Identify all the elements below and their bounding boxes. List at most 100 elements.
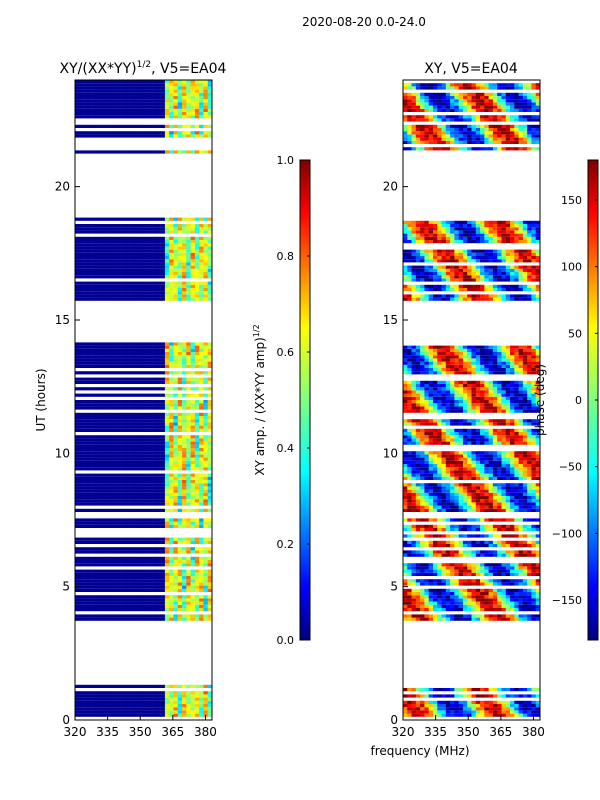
amplitude-heatmap-cell — [152, 694, 157, 698]
phase-heatmap-cell — [501, 704, 507, 708]
amplitude-heatmap-cell — [143, 483, 149, 487]
amplitude-heatmap-cell — [156, 499, 161, 503]
amplitude-heatmap-cell — [160, 102, 166, 106]
amplitude-heatmap-cell — [139, 617, 144, 621]
amplitude-heatmap-cell — [186, 361, 191, 365]
amplitude-heatmap-cell — [79, 508, 84, 512]
phase-heatmap-cell — [441, 544, 447, 548]
amplitude-heatmap-cell — [147, 707, 153, 711]
amplitude-heatmap-cell — [143, 486, 149, 490]
amplitude-heatmap-cell — [104, 582, 110, 586]
amplitude-heatmap-cell — [152, 387, 157, 391]
amplitude-heatmap-cell — [96, 291, 101, 295]
amplitude-heatmap-cell — [190, 284, 196, 288]
amplitude-heatmap-cell — [75, 492, 80, 496]
amplitude-heatmap-cell — [186, 598, 191, 602]
amplitude-heatmap-cell — [194, 691, 200, 695]
amplitude-heatmap-cell — [190, 246, 196, 250]
amplitude-heatmap-cell — [152, 601, 157, 605]
amplitude-heatmap-cell — [117, 582, 123, 586]
amplitude-heatmap-cell — [96, 99, 101, 103]
amplitude-heatmap-cell — [117, 249, 123, 253]
phase-heatmap-cell — [458, 566, 464, 570]
phase-heatmap-cell — [462, 588, 468, 592]
phase-heatmap-cell — [518, 688, 524, 692]
amplitude-heatmap-cell — [134, 217, 140, 221]
phase-heatmap-row — [403, 598, 541, 602]
amplitude-heatmap-cell — [160, 380, 166, 384]
amplitude-heatmap-cell — [92, 83, 97, 87]
amplitude-heatmap-row — [75, 99, 213, 103]
amplitude-heatmap-cell — [100, 134, 106, 138]
phase-heatmap-cell — [475, 505, 481, 509]
phase-heatmap-cell — [522, 553, 528, 557]
amplitude-heatmap-cell — [92, 416, 97, 420]
phase-heatmap-cell — [492, 582, 498, 586]
amplitude-heatmap-cell — [164, 684, 170, 688]
amplitude-heatmap-cell — [207, 352, 213, 356]
amplitude-heatmap-cell — [109, 499, 114, 503]
amplitude-heatmap-cell — [207, 572, 213, 576]
amplitude-heatmap-cell — [199, 422, 204, 426]
phase-heatmap-cell — [497, 563, 502, 567]
phase-heatmap-cell — [514, 544, 519, 548]
amplitude-heatmap-cell — [117, 361, 123, 365]
amplitude-heatmap-cell — [100, 361, 106, 365]
amplitude-heatmap-cell — [194, 425, 200, 429]
amplitude-heatmap-cell — [92, 601, 97, 605]
phase-heatmap-cell — [454, 601, 459, 605]
phase-heatmap-cell — [424, 595, 429, 599]
amplitude-heatmap-cell — [134, 713, 140, 717]
amplitude-heatmap-cell — [160, 448, 166, 452]
amplitude-heatmap-cell — [96, 582, 101, 586]
amplitude-heatmap-cell — [83, 704, 89, 708]
amplitude-heatmap-cell — [79, 496, 84, 500]
phase-heatmap-cell — [488, 710, 494, 714]
phase-heatmap-cell — [407, 518, 412, 522]
phase-heatmap-cell — [514, 617, 519, 621]
phase-heatmap-cell — [488, 579, 494, 583]
amplitude-heatmap-cell — [87, 393, 93, 397]
phase-heatmap-cell — [428, 694, 434, 698]
amplitude-heatmap-cell — [186, 473, 191, 477]
amplitude-heatmap-cell — [139, 83, 144, 87]
amplitude-heatmap-cell — [100, 345, 106, 349]
amplitude-heatmap-cell — [104, 246, 110, 250]
amplitude-heatmap-cell — [182, 499, 187, 503]
amplitude-heatmap-cell — [147, 259, 153, 263]
amplitude-heatmap-cell — [147, 380, 153, 384]
amplitude-heatmap-cell — [156, 246, 161, 250]
amplitude-heatmap-cell — [156, 444, 161, 448]
amplitude-heatmap-cell — [143, 441, 149, 445]
amplitude-heatmap-cell — [79, 227, 84, 231]
phase-heatmap-cell — [432, 614, 438, 618]
amplitude-heatmap-row — [75, 96, 213, 100]
amplitude-heatmap-cell — [190, 422, 196, 426]
amplitude-heatmap-cell — [156, 252, 161, 256]
phase-heatmap-cell — [445, 688, 451, 692]
amplitude-heatmap-cell — [139, 560, 144, 564]
amplitude-heatmap-cell — [92, 256, 97, 260]
amplitude-heatmap-row — [75, 364, 213, 368]
amplitude-heatmap-cell — [147, 150, 153, 154]
amplitude-heatmap-cell — [134, 380, 140, 384]
amplitude-heatmap-cell — [186, 80, 191, 84]
amplitude-heatmap-cell — [190, 572, 196, 576]
amplitude-heatmap-cell — [147, 246, 153, 250]
amplitude-heatmap-cell — [164, 438, 170, 442]
amplitude-heatmap-cell — [143, 275, 149, 279]
amplitude-heatmap-cell — [182, 476, 187, 480]
amplitude-heatmap-cell — [126, 438, 131, 442]
amplitude-heatmap-cell — [117, 473, 123, 477]
phase-heatmap-cell — [535, 553, 541, 557]
amplitude-heatmap-row — [75, 246, 213, 250]
phase-heatmap-cell — [445, 710, 451, 714]
amplitude-heatmap-cell — [147, 348, 153, 352]
amplitude-heatmap-cell — [190, 713, 196, 717]
phase-heatmap-cell — [411, 505, 417, 509]
amplitude-heatmap-cell — [203, 508, 209, 512]
amplitude-heatmap-cell — [79, 540, 84, 544]
amplitude-heatmap-cell — [207, 294, 213, 298]
amplitude-heatmap-cell — [92, 227, 97, 231]
amplitude-heatmap-cell — [134, 236, 140, 240]
